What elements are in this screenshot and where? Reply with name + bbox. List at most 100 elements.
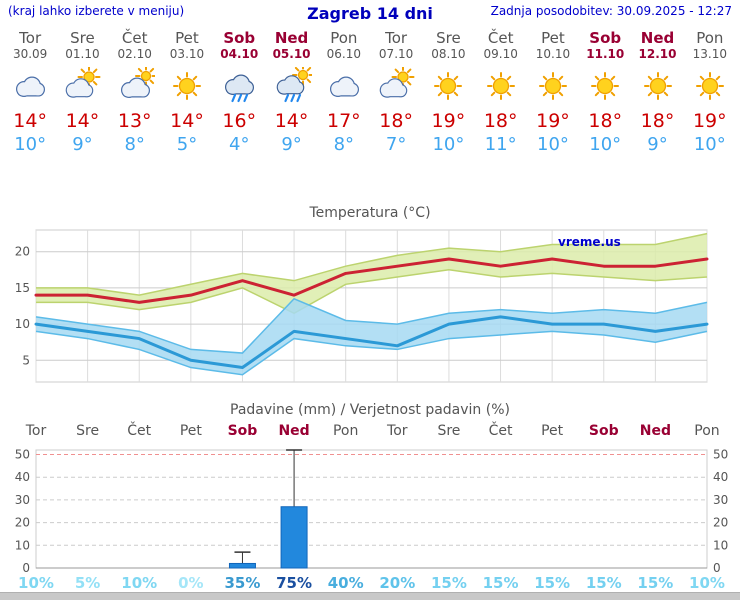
svg-text:15: 15 [15,281,30,295]
day-date: 11.10 [586,47,625,61]
forecast-days: Tor 30.09 14° 10° Sre 01.10 14° 9° Čet 02.10 13° 8°… [0,28,740,160]
precipitation-chart-title: Padavine (mm) / Verjetnost padavin (%) [230,402,510,418]
day-date: 07.10 [378,47,414,61]
day-column[interactable]: Sob 11.10 18° 10° [579,28,631,160]
precip-probability: 15% [585,574,622,592]
svg-text:10: 10 [15,538,30,552]
day-name: Sob [223,29,256,47]
day-name: Pon [330,29,358,47]
day-column[interactable]: Pon 06.10 17° 8° [318,28,370,160]
temperature-chart: 5 10 15 20 vreme.us [15,229,709,383]
sunny-icon [684,64,736,108]
precip-probability: 15% [430,574,467,592]
max-temperature: 14° [170,110,204,132]
day-date: 06.10 [326,47,361,61]
day-date: 13.10 [692,47,727,61]
max-temperature: 18° [379,110,413,132]
min-temperature: 10° [432,134,465,155]
temperature-chart-title: Temperatura (°C) [309,205,431,221]
day-date: 01.10 [65,47,100,61]
day-name: Tor [385,29,408,47]
rain-sun-icon [265,64,317,108]
min-temperature: 4° [229,134,250,155]
max-temperature: 14° [65,110,100,132]
day-column[interactable]: Sre 08.10 19° 10° [422,28,474,160]
day-column[interactable]: Pet 03.10 14° 5° [161,28,213,160]
day-name: Sre [70,29,95,47]
precipitation-chart: 0 0 10 10 20 20 30 30 40 40 50 50 [15,448,729,574]
cloudy-icon [318,64,370,108]
day-column[interactable]: Sre 01.10 14° 9° [56,28,108,160]
precip-day-label: Čet [127,423,152,439]
precip-probability: 10% [689,574,725,592]
cloudy-icon [4,64,56,108]
max-temperature: 14° [13,110,47,132]
sunny-icon [579,64,631,108]
precip-day-label: Pet [179,423,202,439]
day-column[interactable]: Tor 07.10 18° 7° [370,28,422,160]
day-name: Čet [487,29,514,47]
precip-probability: 10% [121,574,158,592]
svg-text:50: 50 [713,448,728,462]
svg-text:10: 10 [15,317,30,331]
day-column[interactable]: Tor 30.09 14° 10° [4,28,56,160]
rain-icon [213,64,265,108]
min-temperature: 10° [589,134,622,155]
day-column[interactable]: Pet 10.10 19° 10° [527,28,579,160]
precipitation-probability-row: 10% 5% 10% 0% 35% 75% 40% 20% 15% 15% 15% 15% 15% 10% [0,574,740,592]
max-temperature: 19° [431,110,466,132]
day-date: 08.10 [431,47,466,61]
day-date: 10.10 [535,47,571,61]
min-temperature: 10° [14,134,47,155]
svg-text:20: 20 [15,245,30,259]
partly-cloudy-icon [370,64,422,108]
precipitation-bar [280,506,308,569]
horizontal-scrollbar[interactable] [0,592,740,600]
min-temperature: 8° [333,134,355,155]
day-column[interactable]: Ned 12.10 18° 9° [631,28,683,160]
day-date: 12.10 [638,47,677,61]
day-column[interactable]: Čet 02.10 13° 8° [109,28,161,160]
day-name: Pet [541,29,565,47]
header: (kraj lahko izberete v meniju) Zagreb 14… [0,0,740,26]
precip-probability: 75% [276,574,313,592]
day-date: 02.10 [117,47,152,61]
sunny-icon [422,64,474,108]
svg-text:5: 5 [22,353,30,367]
max-temperature: 14° [274,110,309,132]
precip-probability: 10% [18,574,54,592]
precip-probability: 15% [637,574,674,592]
svg-text:50: 50 [15,448,30,462]
precip-probability: 5% [74,574,101,592]
menu-hint: (kraj lahko izberete v meniju) [8,4,185,18]
svg-text:20: 20 [713,516,728,530]
max-temperature: 18° [640,110,675,132]
page-title: Zagreb 14 dni [307,4,433,23]
day-name: Sob [589,29,622,47]
day-date: 03.10 [169,47,205,61]
day-column[interactable]: Čet 09.10 18° 11° [475,28,527,160]
precip-day-label: Ned [639,423,671,439]
precip-day-label: Čet [488,423,513,439]
precip-day-label: Pon [332,423,359,439]
svg-text:10: 10 [713,538,728,552]
min-temperature: 9° [72,134,93,155]
precip-probability: 15% [534,574,571,592]
precip-probability: 20% [379,574,416,592]
day-date: 05.10 [272,47,311,61]
precip-day-label: Sre [76,423,100,439]
watermark: vreme.us [558,235,621,249]
day-column[interactable]: Ned 05.10 14° 9° [265,28,317,160]
precip-day-label: Sre [437,423,461,439]
day-name: Pon [696,29,724,47]
day-name: Ned [274,29,309,47]
precip-probability: 15% [482,574,519,592]
max-temperature: 13° [117,110,152,132]
day-column[interactable]: Sob 04.10 16° 4° [213,28,265,160]
svg-text:30: 30 [15,493,30,507]
max-temperature: 18° [483,110,518,132]
day-date: 09.10 [483,47,518,61]
sunny-icon [527,64,579,108]
day-column[interactable]: Pon 13.10 19° 10° [684,28,736,160]
sunny-icon [631,64,683,108]
